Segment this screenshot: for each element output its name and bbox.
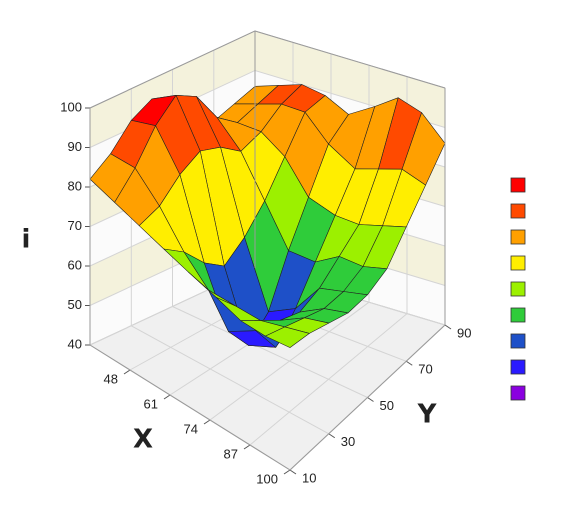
- y-axis-title: Y: [417, 400, 438, 430]
- x-tick: [283, 469, 291, 475]
- z-axis-title: i: [22, 225, 31, 255]
- x-tick: [243, 444, 251, 450]
- y-tick: [444, 324, 452, 330]
- axis-edge: [289, 324, 446, 471]
- x-tick-label: 61: [144, 396, 158, 411]
- legend-swatch: [510, 307, 526, 323]
- z-tick-label: 70: [68, 218, 82, 233]
- legend-swatch: [510, 203, 526, 219]
- legend-swatch: [510, 359, 526, 375]
- x-axis-title: X: [133, 425, 153, 455]
- legend-swatch: [510, 177, 526, 193]
- surface-cell: [265, 326, 310, 348]
- z-tick-label: 80: [68, 178, 82, 193]
- z-tick-label: 60: [68, 257, 82, 272]
- x-tick: [163, 394, 171, 400]
- y-tick: [328, 433, 336, 439]
- legend-swatch: [510, 281, 526, 297]
- legend: [510, 177, 526, 401]
- axis-edge: [89, 344, 291, 471]
- x-tick-label: 74: [184, 421, 198, 436]
- y-tick: [367, 397, 374, 402]
- axis-edge: [254, 30, 446, 89]
- y-tick-label: 70: [418, 362, 432, 377]
- x-tick-label: 87: [224, 446, 238, 461]
- y-tick-label: 50: [380, 398, 394, 413]
- legend-swatch: [510, 333, 526, 349]
- legend-swatch: [510, 385, 526, 401]
- legend-swatch: [510, 229, 526, 245]
- x-tick-label: 100: [256, 471, 278, 486]
- x-tick-label: 48: [104, 371, 118, 386]
- y-tick-label: 90: [457, 325, 471, 340]
- legend-swatch: [510, 255, 526, 271]
- z-tick-label: 90: [68, 139, 82, 154]
- surface: [89, 84, 446, 348]
- y-tick-label: 30: [341, 434, 355, 449]
- z-tick-label: 100: [60, 99, 82, 114]
- z-tick-label: 40: [68, 336, 82, 351]
- y-tick: [289, 469, 297, 475]
- axes: 40 50 60 70 80 90 100 48 61 74 87 100 10 30 50 70 90: [60, 30, 471, 486]
- x-tick: [203, 419, 211, 425]
- z-tick-label: 50: [68, 297, 82, 312]
- y-tick: [405, 360, 413, 366]
- y-tick-label: 10: [302, 470, 316, 485]
- axis-edge: [89, 30, 256, 109]
- x-tick: [123, 369, 131, 375]
